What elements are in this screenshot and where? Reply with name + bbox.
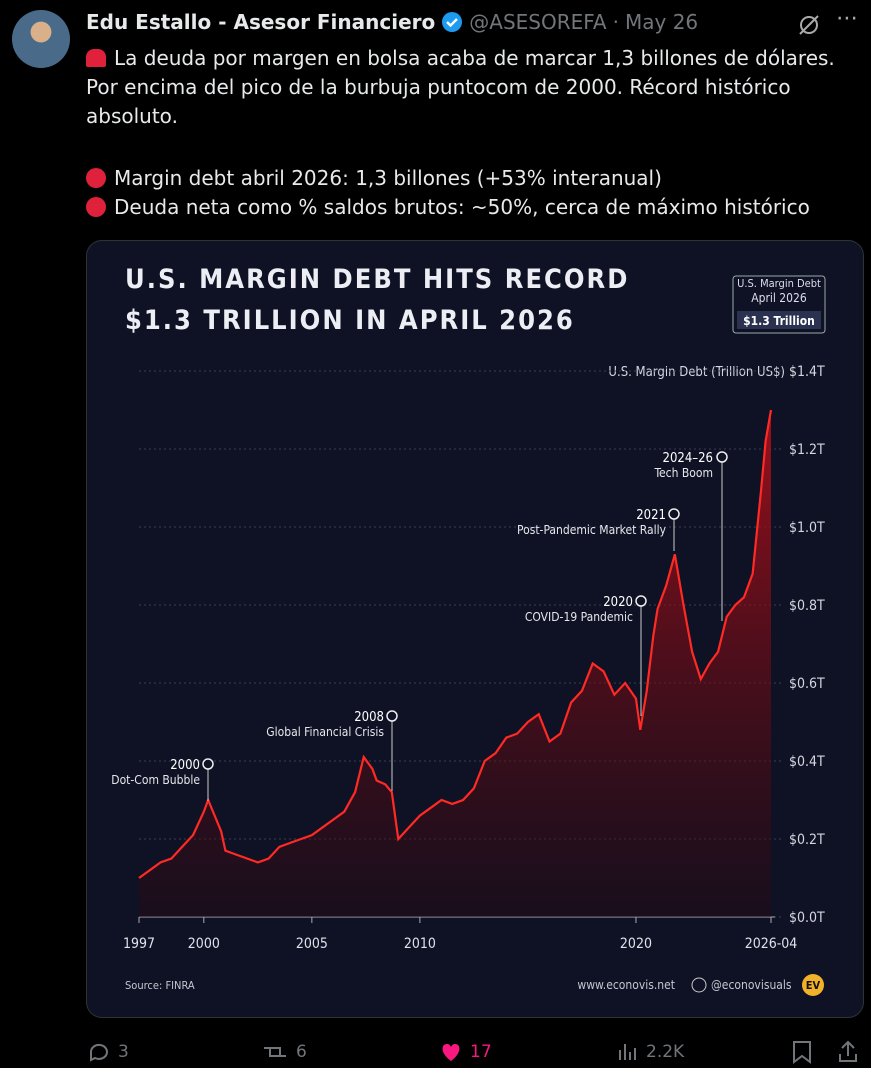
annotation-marker	[716, 451, 728, 463]
y-tick-label: $0.0T	[789, 910, 825, 926]
annotation-year: 2020	[603, 595, 633, 610]
badge-text: U.S. Margin Debt	[737, 277, 821, 290]
tweet-text: absoluto.	[86, 104, 178, 128]
handle[interactable]: @ASESOREFA	[469, 10, 607, 34]
annotation-year: 2000	[170, 758, 200, 773]
y-tick-label: $0.6T	[789, 676, 825, 692]
more-button[interactable]: ⋯	[836, 6, 858, 31]
reply-button[interactable]: 3	[86, 1040, 129, 1064]
share-button[interactable]	[836, 1039, 860, 1065]
badge-text: $1.3 Trillion	[743, 314, 815, 328]
tweet-line: Margin debt abril 2026: 1,3 billones (+5…	[86, 166, 662, 190]
like-count: 17	[470, 1042, 492, 1062]
avatar[interactable]	[12, 10, 70, 68]
x-icon	[691, 977, 707, 993]
view-count: 2.2K	[646, 1042, 685, 1062]
chart-title: $1.3 TRILLION IN APRIL 2026	[125, 305, 575, 336]
tweet-line: Deuda neta como % saldos brutos: ~50%, c…	[86, 195, 810, 219]
chart: U.S. MARGIN DEBT HITS RECORD $1.3 TRILLI…	[111, 264, 826, 996]
annotation-marker	[386, 710, 398, 722]
y-tick-label: $0.4T	[789, 754, 825, 770]
annotation-year: 2021	[636, 508, 666, 523]
annotation-marker	[202, 758, 214, 770]
tweet-text: Deuda neta como % saldos brutos: ~50%, c…	[114, 195, 810, 219]
chart-title: U.S. MARGIN DEBT HITS RECORD	[125, 264, 629, 295]
tweet-text: La deuda por margen en bolsa acaba de ma…	[114, 46, 835, 70]
y-tick-label: $0.2T	[789, 832, 825, 848]
user-name[interactable]: Edu Estallo - Asesor Financiero	[86, 10, 436, 34]
annotation-text: COVID-19 Pandemic	[525, 610, 633, 624]
badge-highlight	[737, 311, 821, 329]
bookmark-button[interactable]	[790, 1039, 814, 1065]
x-tick-label: 2020	[620, 936, 652, 952]
annotation-year: 2008	[354, 710, 384, 725]
tweet-text: Por encima del pico de la burbuja puntoc…	[86, 75, 791, 99]
annotation-text: Dot-Com Bubble	[111, 773, 200, 787]
repost-button[interactable]: 6	[260, 1040, 307, 1064]
tweet-text: Margin debt abril 2026: 1,3 billones (+5…	[114, 166, 662, 190]
views-button[interactable]: 2.2K	[616, 1040, 684, 1064]
like-button[interactable]: 17	[438, 1040, 492, 1064]
date[interactable]: May 26	[624, 10, 699, 34]
x-tick-label: 2010	[404, 936, 436, 952]
source: Source: FINRA	[125, 979, 195, 992]
area	[139, 410, 771, 917]
y-tick-label: $1.2T	[789, 442, 825, 458]
tweet-line: La deuda por margen en bolsa acaba de ma…	[86, 46, 835, 70]
annotation-marker	[635, 595, 647, 607]
social: @econovisuals	[711, 978, 792, 992]
siren-icon	[86, 49, 106, 67]
y-axis-title: U.S. Margin Debt (Trillion US$)	[608, 365, 785, 380]
annotation-year: 2024–26	[663, 451, 713, 466]
website: www.econovis.net	[577, 978, 675, 992]
logo-text: EV	[806, 979, 821, 992]
y-tick-label: $0.8T	[789, 598, 825, 614]
annotation-marker	[668, 508, 680, 520]
reply-count: 3	[118, 1042, 129, 1062]
annotation-text: Global Financial Crisis	[266, 725, 384, 739]
y-tick-label: $1.4T	[789, 364, 825, 380]
x-tick-label: 1997	[123, 936, 155, 952]
logo	[802, 974, 824, 996]
x-tick-label: 2026-04	[745, 936, 798, 952]
annotation-text: Tech Boom	[653, 466, 713, 480]
x-tick-label: 2005	[296, 936, 328, 952]
annotation-text: Post-Pandemic Market Rally	[517, 523, 667, 537]
repost-count: 6	[296, 1042, 307, 1062]
line	[138, 409, 773, 879]
chart-image[interactable]: U.S. MARGIN DEBT HITS RECORD $1.3 TRILLI…	[86, 240, 864, 1018]
separator: ·	[612, 10, 619, 34]
y-tick-label: $1.0T	[789, 520, 825, 536]
verified	[442, 12, 463, 32]
badge-text: April 2026	[751, 291, 807, 305]
grok-icon[interactable]	[796, 12, 822, 38]
header: Edu Estallo - Asesor Financiero @ASESORE…	[86, 10, 698, 34]
x-tick-label: 2000	[188, 936, 220, 952]
